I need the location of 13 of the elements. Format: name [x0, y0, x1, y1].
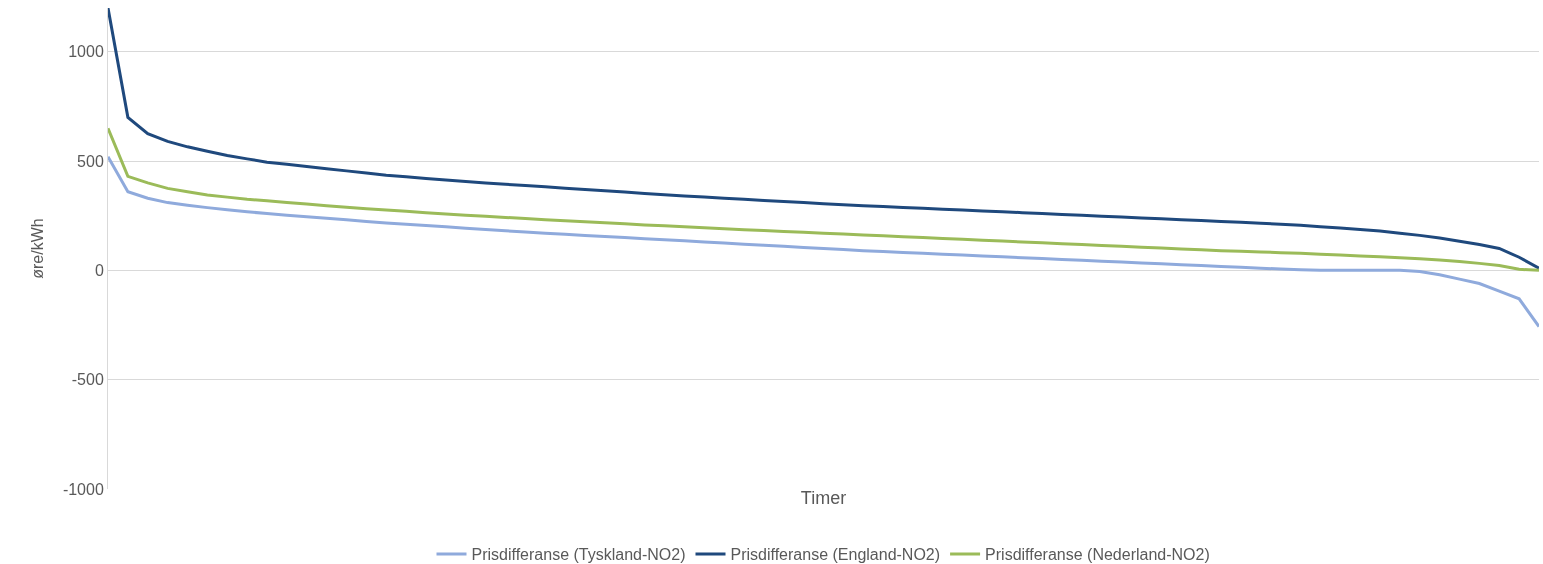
- y-tick-label: 0: [94, 261, 104, 279]
- line-series: [108, 155, 1539, 329]
- y-axis-title: øre/kWh: [28, 218, 46, 279]
- y-tick-label: 500: [77, 152, 104, 170]
- legend-label: Prisdifferanse (Tyskland-NO2): [471, 546, 686, 564]
- x-axis-title: Timer: [800, 488, 847, 509]
- legend-label: Prisdifferanse (Nederland-NO2): [985, 546, 1210, 564]
- y-tick-label: -1000: [62, 480, 104, 498]
- y-tick-label: 1000: [68, 43, 104, 61]
- line-series: [108, 8, 1539, 270]
- line-series: [108, 126, 1539, 272]
- y-tick-label: -500: [71, 371, 104, 389]
- legend-label: Prisdifferanse (England-NO2): [730, 546, 941, 564]
